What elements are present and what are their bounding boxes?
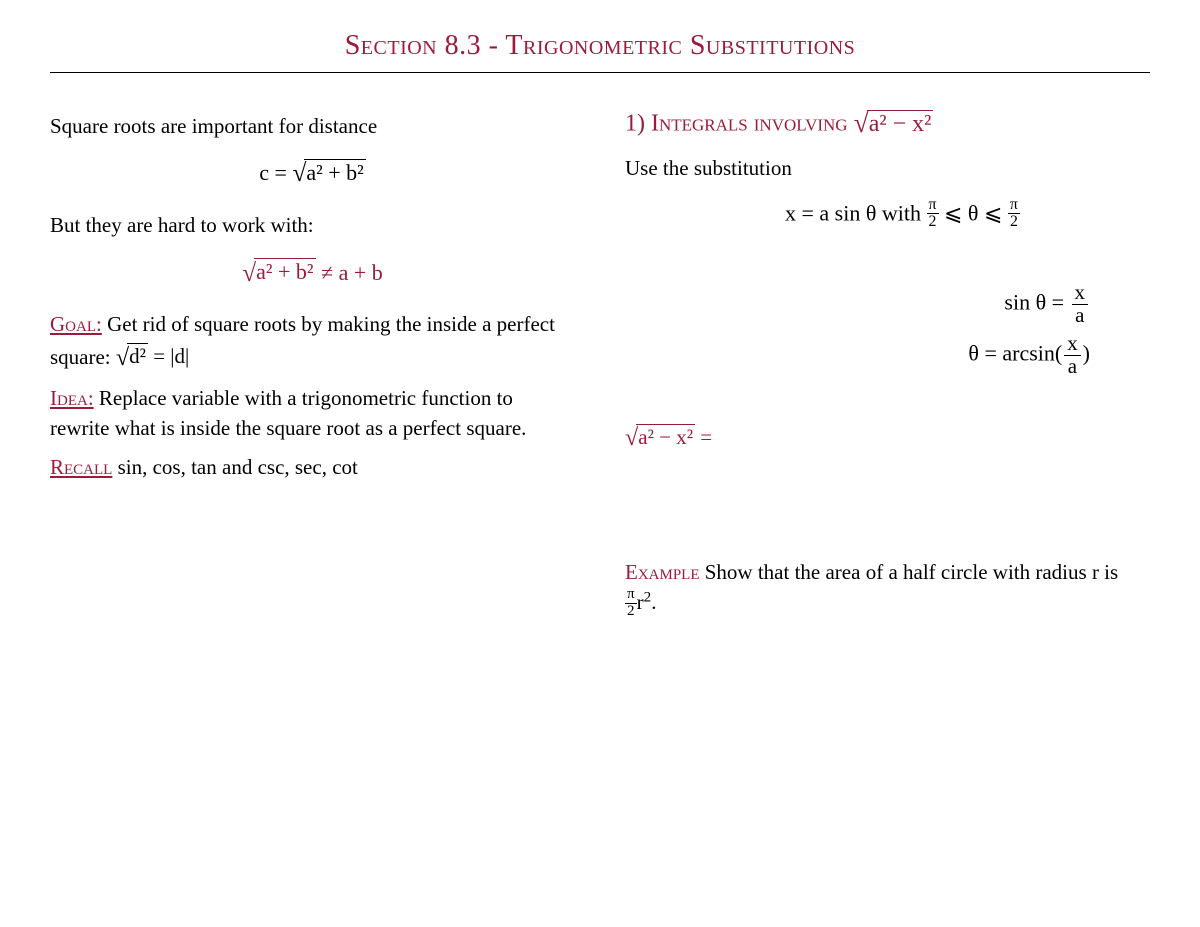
intro-text: Square roots are important for distance [50,111,575,141]
spacer [625,248,1150,276]
sin-lhs: sin θ = [1004,290,1069,315]
spacer [625,384,1150,412]
theta-tail: ) [1083,340,1090,365]
sqrt-icon: a² − x² [625,420,695,455]
inequality-formula: a² + b² ≠ a + b [50,255,575,292]
sub-eq: x = a sin θ with [785,201,927,226]
heading-prefix: 1) Integrals involving [625,111,854,137]
example-paragraph: Example Show that the area of a half cir… [625,557,1150,619]
idea-paragraph: Idea: Replace variable with a trigonomet… [50,383,575,444]
neq-tail: ≠ a + b [316,259,383,284]
distance-formula: c = a² + b² [50,155,575,192]
left-column: Square roots are important for distance … [50,103,575,627]
fraction: xa [1070,282,1090,327]
recall-keyword: Recall [50,455,112,479]
sqrt-icon: a² + b² [242,255,315,292]
recall-paragraph: Recall sin, cos, tan and csc, sec, cot [50,452,575,482]
two-column-layout: Square roots are important for distance … [50,103,1150,627]
sin-theta-equation: sin θ = xa [625,282,1150,327]
substitution-definition: x = a sin θ with π2 ⩽ θ ⩽ π2 [625,197,1150,230]
idea-body: Replace variable with a trigonometric fu… [50,386,526,440]
theta-equation: θ = arcsin(xa) [625,333,1150,378]
sqrt-icon: a² + b² [292,155,365,192]
fraction: π2 [625,587,637,618]
goal-keyword: Goal: [50,312,102,336]
recall-body: sin, cos, tan and csc, sec, cot [112,455,358,479]
spacer [625,521,1150,549]
radicand: a² + b² [254,258,315,284]
spacer [625,463,1150,521]
example-period: . [651,590,656,614]
fraction: π2 [1008,197,1020,230]
section-heading-1: 1) Integrals involving a² − x² [625,103,1150,143]
radicand: d² [127,343,148,368]
example-body: Show that the area of a half circle with… [700,560,1119,584]
radicand: a² − x² [867,110,934,137]
deriv-tail: = [695,425,712,449]
sqrt-icon: d² [116,340,148,375]
theta-lhs: θ = arcsin( [968,340,1062,365]
goal-tail: = |d| [148,344,189,368]
fraction: π2 [927,197,939,230]
radicand: a² + b² [304,159,365,185]
sqrt-icon: a² − x² [854,103,934,143]
goal-math: d² = |d| [116,344,189,368]
right-column: 1) Integrals involving a² − x² Use the s… [625,103,1150,627]
idea-keyword: Idea: [50,386,94,410]
page: Section 8.3 - Trigonometric Substitution… [0,0,1200,667]
goal-paragraph: Goal: Get rid of square roots by making … [50,309,575,374]
page-title: Section 8.3 - Trigonometric Substitution… [50,30,1150,62]
example-r: r [637,590,644,614]
derivation-start: a² − x² = [625,420,1150,455]
example-keyword: Example [625,560,700,584]
hard-to-work-text: But they are hard to work with: [50,210,575,240]
use-substitution-text: Use the substitution [625,153,1150,183]
title-rule [50,72,1150,73]
example-math: π2r2. [625,590,656,614]
eq-lhs: c = [259,160,292,185]
sub-mid: ⩽ θ ⩽ [939,201,1008,226]
fraction: xa [1062,333,1082,378]
radicand: a² − x² [636,424,695,449]
